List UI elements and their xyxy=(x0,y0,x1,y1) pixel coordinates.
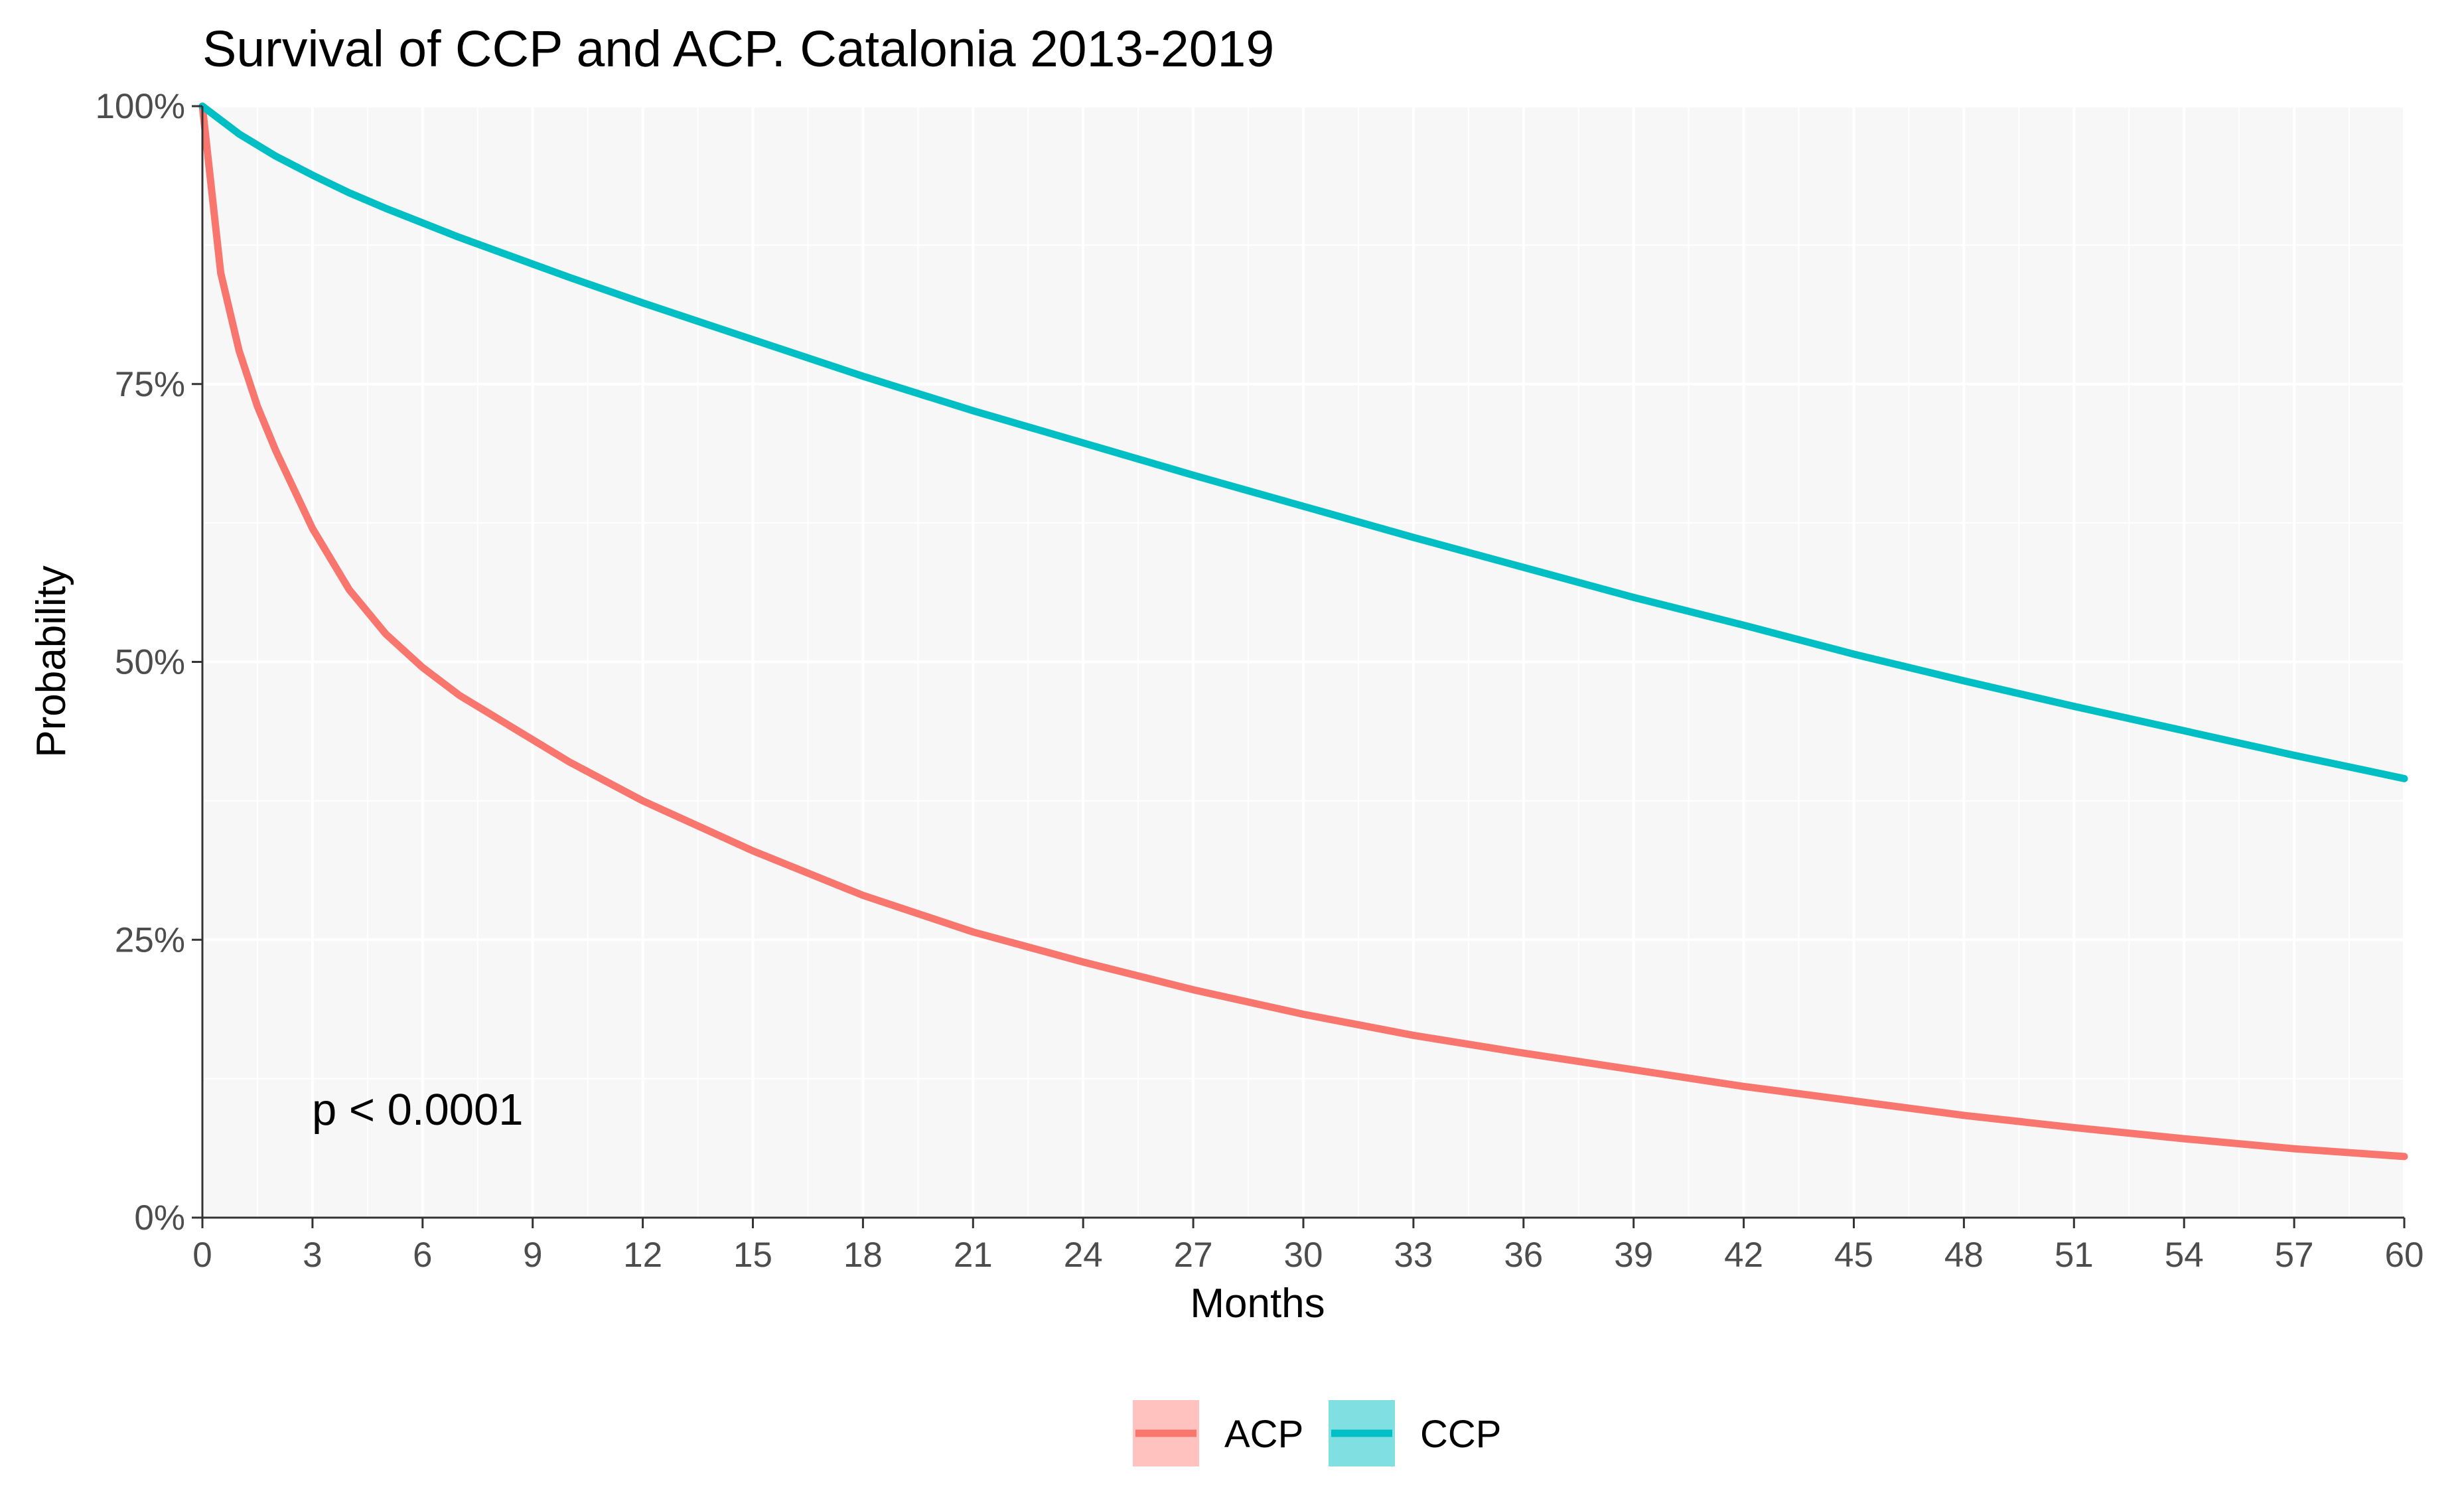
y-tick-label: 100% xyxy=(95,87,185,126)
x-tick-label: 24 xyxy=(1064,1236,1103,1275)
y-tick-label: 75% xyxy=(115,365,185,404)
x-tick-label: 42 xyxy=(1724,1236,1763,1275)
x-tick-label: 27 xyxy=(1174,1236,1213,1275)
x-axis-ticks: 0 3 6 9 12 15 18 21 24 27 30 33 36 39 42 45 48 51 54 57 60 xyxy=(192,1218,2424,1275)
x-tick-label: 9 xyxy=(523,1236,542,1275)
legend-label-acp: ACP xyxy=(1224,1413,1303,1456)
x-tick-label: 60 xyxy=(2385,1236,2424,1275)
x-tick-label: 15 xyxy=(733,1236,772,1275)
series-line-acp xyxy=(198,102,2408,1161)
x-tick-label: 3 xyxy=(303,1236,322,1275)
x-tick-label: 51 xyxy=(2055,1236,2094,1275)
x-tick-label: 57 xyxy=(2275,1236,2314,1275)
y-tick-label: 50% xyxy=(115,643,185,682)
x-tick-label: 48 xyxy=(1944,1236,1984,1275)
x-tick-label: 0 xyxy=(192,1236,212,1275)
y-tick-label: 25% xyxy=(115,920,185,960)
x-tick-label: 36 xyxy=(1504,1236,1543,1275)
legend-label-ccp: CCP xyxy=(1420,1413,1501,1456)
y-tick-label: 0% xyxy=(134,1198,185,1238)
x-tick-label: 39 xyxy=(1614,1236,1653,1275)
p-value-annotation: p < 0.0001 xyxy=(312,1085,524,1135)
x-tick-label: 54 xyxy=(2165,1236,2204,1275)
x-tick-label: 21 xyxy=(954,1236,993,1275)
major-gridlines xyxy=(201,105,2406,1219)
y-axis-label: Probability xyxy=(29,565,74,757)
x-axis-label: Months xyxy=(1190,1281,1325,1326)
x-tick-label: 18 xyxy=(843,1236,883,1275)
x-tick-label: 33 xyxy=(1394,1236,1433,1275)
series-lines xyxy=(198,102,2408,1161)
series-line-ccp xyxy=(198,102,2408,782)
y-axis-ticks: 0% 25% 50% 75% 100% xyxy=(95,87,202,1238)
chart-title: Survival of CCP and ACP. Catalonia 2013-… xyxy=(202,21,1274,78)
x-tick-label: 6 xyxy=(413,1236,432,1275)
legend: ACP CCP xyxy=(1133,1400,1501,1466)
x-tick-label: 12 xyxy=(623,1236,662,1275)
x-tick-label: 30 xyxy=(1284,1236,1323,1275)
x-tick-label: 45 xyxy=(1834,1236,1873,1275)
